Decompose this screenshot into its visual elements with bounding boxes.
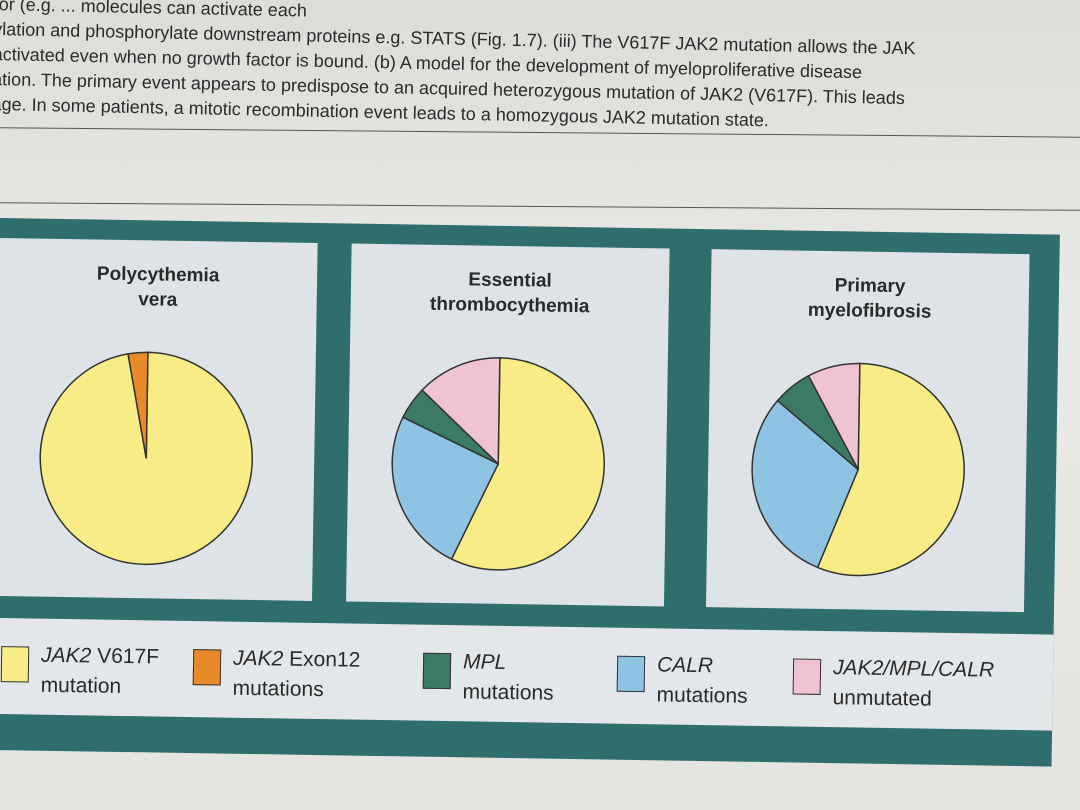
panel-primary-myelofibrosis: Primary myelofibrosis: [705, 249, 1030, 613]
legend-item-mpl: MPL mutations: [422, 647, 554, 707]
legend-label: JAK2 Exon12 mutations: [232, 644, 360, 706]
panel-essential-thrombocythemia: Essential thrombocythemia: [346, 243, 670, 607]
figure-top-rule: [0, 202, 1080, 211]
legend-item-calr: CALR mutations: [616, 650, 748, 710]
legend: JAK2 V617F mutation JAK2 Exon12 mutation…: [0, 617, 1054, 731]
pie-chart-essential-thrombocythemia: [391, 357, 605, 571]
legend-label-italic: JAK2: [232, 646, 284, 671]
pie-slice-jak2-v617f-mutation: [816, 362, 965, 577]
legend-label-line1: MPL: [463, 647, 555, 678]
legend-swatch: [616, 655, 646, 693]
pie-chart-polycythemia-vera: [39, 351, 253, 566]
pie-slice-jak2-v617f-mutation: [450, 357, 605, 571]
pie-chart-primary-myelofibrosis: [751, 362, 965, 577]
legend-swatch: [0, 646, 30, 683]
legend-label-line1: JAK2 V617F: [41, 641, 159, 673]
pie-slice-jak2-exon12-mutations: [127, 351, 149, 459]
legend-item-jak2-v617f: JAK2 V617F mutation: [0, 640, 159, 700]
legend-swatch: [422, 652, 452, 690]
legend-label-line2: unmutated: [832, 686, 932, 711]
legend-label: JAK2 V617F mutation: [40, 641, 159, 703]
legend-label-line1: CALR: [657, 650, 749, 681]
legend-label-line2: mutations: [462, 680, 554, 705]
legend-swatch: [792, 658, 822, 695]
legend-label-line1: JAK2/MPL/CALR: [833, 653, 995, 686]
pie-slice-calr-mutations: [391, 416, 500, 561]
legend-label-line2: mutation: [40, 673, 122, 698]
legend-item-jak2-exon12: JAK2 Exon12 mutations: [192, 643, 361, 703]
pie-slice-jak2-mpl-calr-unmutated: [421, 357, 501, 466]
legend-label-rest: V617F: [91, 644, 160, 669]
legend-label-line2: mutations: [656, 683, 748, 708]
legend-item-unmutated: JAK2/MPL/CALR unmutated: [792, 653, 994, 713]
figure-caption: tor (e.g. ... molecules can activate eac…: [0, 0, 1014, 138]
legend-label: JAK2/MPL/CALR unmutated: [832, 653, 994, 716]
legend-swatch: [192, 649, 222, 686]
pie-slice-calr-mutations: [751, 399, 860, 569]
pie-slice-jak2-mpl-calr-unmutated: [807, 362, 861, 470]
legend-label-italic: CALR: [656, 653, 714, 678]
legend-label: CALR mutations: [656, 650, 748, 711]
legend-label: MPL mutations: [462, 647, 554, 708]
legend-label-rest: Exon12: [283, 647, 361, 672]
legend-label-line2: mutations: [232, 676, 324, 702]
legend-label-italic: JAK2: [40, 643, 92, 668]
legend-label-italic: MPL: [462, 650, 507, 675]
mpn-mutation-figure: Polycythemia vera Essential thrombocythe…: [0, 218, 1060, 767]
legend-label-line1: JAK2 Exon12: [233, 644, 361, 676]
panel-polycythemia-vera: Polycythemia vera: [0, 237, 318, 601]
legend-label-italic: JAK2/MPL/CALR: [832, 656, 995, 682]
